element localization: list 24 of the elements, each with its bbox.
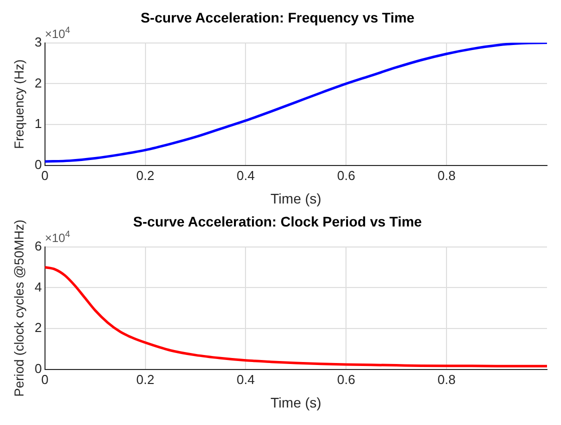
- y-tick-label: 0: [34, 157, 42, 172]
- y-tick-label: 3: [34, 34, 42, 50]
- y-tick-label: 2: [34, 320, 42, 336]
- x-axis-title: Time (s): [270, 190, 322, 206]
- x-tick-label: 0.8: [438, 372, 456, 387]
- x-tick-label: 0.4: [236, 372, 255, 387]
- x-tick-label: 0.6: [337, 372, 356, 387]
- x-tick-label: 0.6: [337, 168, 356, 183]
- x-tick-label: 0.2: [136, 168, 154, 183]
- y-tick-label: 4: [34, 279, 42, 294]
- y-tick-label: 0: [34, 361, 42, 376]
- y-tick-label: 6: [34, 238, 42, 254]
- x-axis-title: Time (s): [270, 394, 322, 410]
- line-series: [44, 266, 547, 368]
- chart-title: S-curve Acceleration: Clock Period vs Time: [133, 213, 422, 230]
- line-series: [44, 42, 547, 163]
- y-axis-title: Period (clock cycles @50MHz): [11, 220, 26, 397]
- y-tick-label: 1: [34, 116, 42, 132]
- y-tick-label: 2: [34, 75, 42, 90]
- x-tick-label: 0.2: [136, 372, 154, 387]
- x-tick-label: 0.4: [236, 168, 255, 183]
- y-axis-title: Frequency (Hz): [11, 59, 26, 149]
- chart-title: S-curve Acceleration: Frequency vs Time: [140, 9, 415, 26]
- x-tick-label: 0.8: [438, 168, 456, 183]
